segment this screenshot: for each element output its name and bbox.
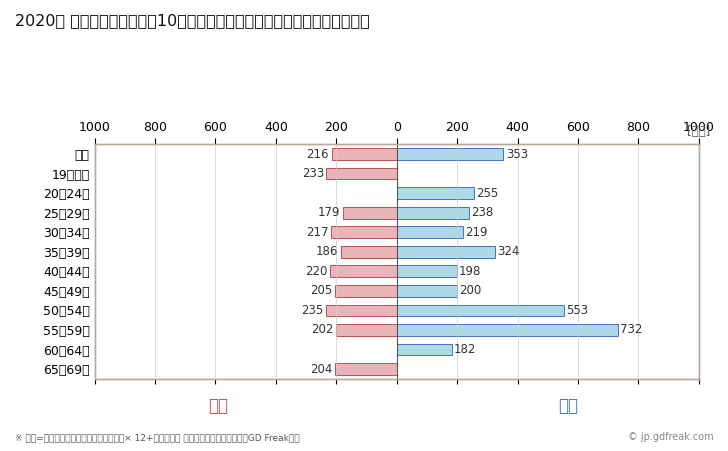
Text: 324: 324	[497, 245, 520, 258]
Text: 553: 553	[566, 304, 588, 317]
Text: 220: 220	[306, 265, 328, 278]
Text: 219: 219	[465, 226, 488, 239]
Bar	[331, 148, 397, 160]
Bar	[341, 246, 397, 258]
Bar	[397, 344, 452, 355]
Bar	[397, 285, 457, 297]
Text: 202: 202	[311, 323, 333, 336]
Text: 179: 179	[317, 206, 340, 219]
Text: 204: 204	[310, 363, 333, 376]
Bar	[397, 187, 474, 199]
Bar	[331, 226, 397, 238]
Text: 216: 216	[306, 147, 329, 161]
Bar	[326, 168, 397, 179]
Bar	[397, 207, 469, 219]
Text: © jp.gdfreak.com: © jp.gdfreak.com	[628, 432, 713, 442]
Text: 233: 233	[301, 167, 324, 180]
Text: [万円]: [万円]	[687, 124, 710, 138]
Text: ※ 年収=「きまって支給する現金給与額」× 12+「年間賞与 その他特別給与額」としてGD Freak推計: ※ 年収=「きまって支給する現金給与額」× 12+「年間賞与 その他特別給与額」…	[15, 433, 299, 442]
Bar	[331, 266, 397, 277]
Text: 女性: 女性	[208, 397, 229, 415]
Bar	[397, 148, 503, 160]
Text: 198: 198	[459, 265, 481, 278]
Bar	[397, 324, 618, 336]
Text: 235: 235	[301, 304, 323, 317]
Text: 217: 217	[306, 226, 329, 239]
Bar	[397, 266, 456, 277]
Text: 200: 200	[459, 285, 482, 297]
Bar	[343, 207, 397, 219]
Bar	[397, 246, 494, 258]
Bar	[335, 285, 397, 297]
Text: 238: 238	[471, 206, 494, 219]
Bar	[397, 226, 463, 238]
Text: 186: 186	[316, 245, 338, 258]
Text: 732: 732	[620, 323, 643, 336]
Text: 2020年 民間企業（従業者数10人以上）フルタイム労働者の男女別平均年収: 2020年 民間企業（従業者数10人以上）フルタイム労働者の男女別平均年収	[15, 14, 369, 28]
Bar	[335, 363, 397, 375]
Bar	[397, 304, 563, 316]
Text: 182: 182	[454, 343, 477, 356]
Bar	[336, 324, 397, 336]
Text: 205: 205	[310, 285, 333, 297]
Bar	[325, 304, 397, 316]
Text: 255: 255	[476, 187, 499, 200]
Text: 男性: 男性	[558, 397, 578, 415]
Text: 353: 353	[506, 147, 528, 161]
